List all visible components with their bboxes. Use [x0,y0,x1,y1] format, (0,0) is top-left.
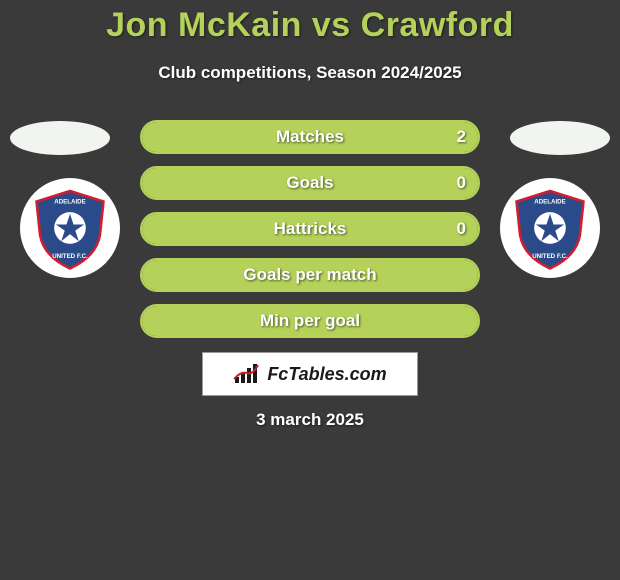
attribution-text: FcTables.com [267,364,386,385]
stat-label: Hattricks [142,214,478,244]
stat-row: Goals per match [140,258,480,292]
stat-row: Min per goal [140,304,480,338]
adelaide-united-badge-icon: ADELAIDE UNITED F.C. [26,184,114,272]
stats-list: 2Matches 0Goals 0Hattricks Goals per match M… [140,120,480,350]
svg-text:UNITED F.C.: UNITED F.C. [52,253,88,260]
date-text: 3 march 2025 [0,410,620,430]
comparison-card: Jon McKain vs Crawford Club competitions… [0,0,620,580]
club-badge-right: ADELAIDE UNITED F.C. [500,178,600,278]
stat-label: Goals per match [142,260,478,290]
stat-row: 2Matches [140,120,480,154]
bar-chart-icon [233,363,261,385]
club-badge-left: ADELAIDE UNITED F.C. [20,178,120,278]
player-left-blob [10,121,110,155]
stat-label: Min per goal [142,306,478,336]
attribution-box: FcTables.com [202,352,418,396]
svg-text:ADELAIDE: ADELAIDE [54,198,85,205]
svg-text:ADELAIDE: ADELAIDE [534,198,565,205]
stat-label: Goals [142,168,478,198]
adelaide-united-badge-icon: ADELAIDE UNITED F.C. [506,184,594,272]
stat-row: 0Hattricks [140,212,480,246]
svg-text:UNITED F.C.: UNITED F.C. [532,253,568,260]
page-title: Jon McKain vs Crawford [0,0,620,45]
player-right-blob [510,121,610,155]
stat-label: Matches [142,122,478,152]
subtitle: Club competitions, Season 2024/2025 [0,63,620,83]
stat-row: 0Goals [140,166,480,200]
